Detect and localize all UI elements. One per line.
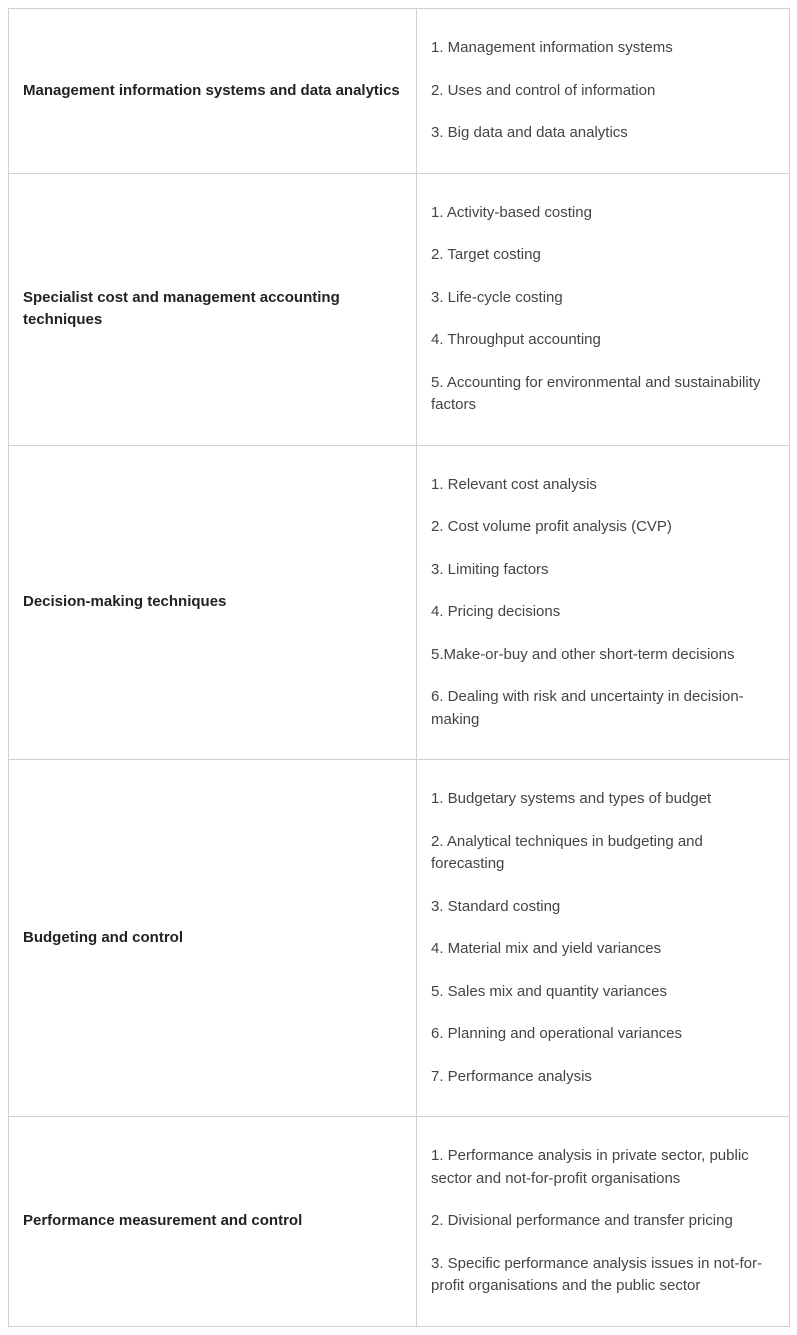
list-item: 3. Limiting factors bbox=[431, 549, 775, 592]
topic-cell: Decision-making techniques bbox=[9, 445, 417, 760]
table-row: Specialist cost and management accountin… bbox=[9, 173, 790, 445]
items-cell: 1. Management information systems 2. Use… bbox=[417, 9, 790, 174]
list-item: 6. Planning and operational variances bbox=[431, 1013, 775, 1056]
list-item: 5. Accounting for environmental and sust… bbox=[431, 362, 775, 427]
list-item: 4. Material mix and yield variances bbox=[431, 928, 775, 971]
list-item: 2. Divisional performance and transfer p… bbox=[431, 1200, 775, 1243]
topic-cell: Specialist cost and management accountin… bbox=[9, 173, 417, 445]
table-body: Management information systems and data … bbox=[9, 9, 790, 1327]
list-item: 3. Life-cycle costing bbox=[431, 277, 775, 320]
list-item: 7. Performance analysis bbox=[431, 1056, 775, 1099]
list-item: 1. Management information systems bbox=[431, 27, 775, 70]
list-item: 2. Analytical techniques in budgeting an… bbox=[431, 821, 775, 886]
list-item: 1. Budgetary systems and types of budget bbox=[431, 778, 775, 821]
list-item: 1. Activity-based costing bbox=[431, 192, 775, 235]
list-item: 2. Uses and control of information bbox=[431, 70, 775, 113]
syllabus-table: Management information systems and data … bbox=[8, 8, 790, 1327]
topic-cell: Management information systems and data … bbox=[9, 9, 417, 174]
list-item: 4. Throughput accounting bbox=[431, 319, 775, 362]
table-row: Decision-making techniques 1. Relevant c… bbox=[9, 445, 790, 760]
items-cell: 1. Performance analysis in private secto… bbox=[417, 1117, 790, 1327]
list-item: 5. Sales mix and quantity variances bbox=[431, 971, 775, 1014]
list-item: 2. Target costing bbox=[431, 234, 775, 277]
list-item: 3. Big data and data analytics bbox=[431, 112, 775, 155]
list-item: 6. Dealing with risk and uncertainty in … bbox=[431, 676, 775, 741]
list-item: 1. Performance analysis in private secto… bbox=[431, 1135, 775, 1200]
list-item: 5.Make-or-buy and other short-term decis… bbox=[431, 634, 775, 677]
list-item: 3. Standard costing bbox=[431, 886, 775, 929]
table-row: Performance measurement and control 1. P… bbox=[9, 1117, 790, 1327]
items-cell: 1. Budgetary systems and types of budget… bbox=[417, 760, 790, 1117]
list-item: 2. Cost volume profit analysis (CVP) bbox=[431, 506, 775, 549]
table-row: Budgeting and control 1. Budgetary syste… bbox=[9, 760, 790, 1117]
topic-cell: Performance measurement and control bbox=[9, 1117, 417, 1327]
list-item: 4. Pricing decisions bbox=[431, 591, 775, 634]
list-item: 3. Specific performance analysis issues … bbox=[431, 1243, 775, 1308]
items-cell: 1. Relevant cost analysis 2. Cost volume… bbox=[417, 445, 790, 760]
list-item: 1. Relevant cost analysis bbox=[431, 464, 775, 507]
topic-cell: Budgeting and control bbox=[9, 760, 417, 1117]
table-row: Management information systems and data … bbox=[9, 9, 790, 174]
items-cell: 1. Activity-based costing 2. Target cost… bbox=[417, 173, 790, 445]
